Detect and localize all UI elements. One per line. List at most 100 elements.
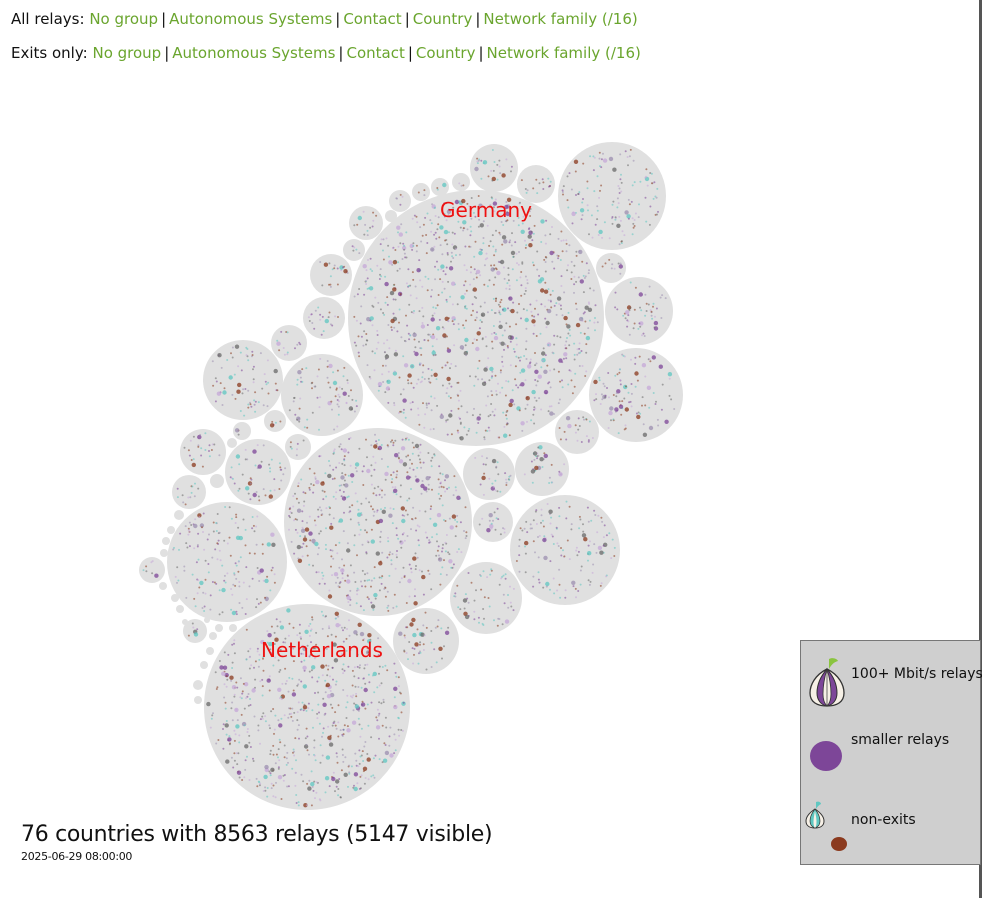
relay-dot — [358, 666, 361, 669]
relay-dot — [237, 526, 240, 529]
country-bubble[interactable] — [281, 354, 363, 436]
relay-dot — [390, 326, 393, 329]
exits-no-group-link[interactable]: No group — [92, 44, 162, 62]
country-bubble[interactable] — [182, 619, 188, 625]
country-bubble[interactable] — [167, 502, 287, 622]
relay-dot — [606, 387, 608, 389]
country-bubble[interactable] — [176, 605, 184, 613]
country-bubble[interactable] — [589, 348, 683, 442]
relay-dot — [443, 212, 446, 215]
country-bubble[interactable] — [167, 526, 175, 534]
relay-dot — [336, 755, 339, 758]
country-bubble[interactable] — [555, 410, 599, 454]
country-bubble[interactable] — [264, 410, 286, 432]
relay-dot — [315, 571, 318, 574]
country-bubble[interactable] — [204, 617, 210, 623]
country-bubble[interactable] — [172, 475, 206, 509]
country-bubble[interactable] — [349, 206, 383, 240]
country-bubble[interactable] — [463, 448, 515, 500]
country-bubble[interactable] — [206, 647, 214, 655]
country-bubble[interactable] — [174, 510, 184, 520]
country-bubble[interactable] — [470, 144, 518, 192]
country-bubble[interactable] — [180, 429, 226, 475]
relay-dot — [411, 617, 416, 623]
relay-dot — [531, 239, 534, 242]
relay-dot — [364, 223, 367, 226]
exits-network-family-link[interactable]: Network family (/16) — [486, 44, 641, 62]
country-bubble-chart[interactable]: Germany Netherlands — [0, 0, 800, 830]
relay-dot — [256, 785, 259, 788]
country-bubble[interactable] — [385, 210, 397, 222]
page-edge-scrollbar[interactable] — [979, 0, 982, 898]
relay-dot — [334, 724, 337, 727]
relay-dot — [393, 370, 396, 373]
relay-dot — [596, 218, 599, 221]
country-bubble[interactable] — [558, 142, 666, 250]
country-bubble[interactable] — [450, 562, 522, 634]
country-bubble[interactable] — [393, 608, 459, 674]
country-bubble[interactable] — [160, 549, 168, 557]
country-bubble[interactable] — [194, 696, 202, 704]
all-no-group-link[interactable]: No group — [89, 10, 159, 28]
relay-dot — [486, 430, 489, 432]
relay-dot — [252, 368, 254, 371]
relay-dot — [604, 262, 607, 265]
relay-dot — [501, 575, 504, 578]
country-bubble[interactable] — [229, 624, 237, 632]
relay-dot — [617, 185, 620, 187]
country-bubble[interactable] — [200, 661, 208, 669]
all-autonomous-systems-link[interactable]: Autonomous Systems — [169, 10, 333, 28]
country-bubble[interactable] — [233, 422, 251, 440]
country-bubble[interactable] — [227, 438, 237, 448]
relay-dot — [447, 551, 450, 554]
country-bubble[interactable] — [515, 442, 569, 496]
relay-dot — [239, 410, 242, 412]
relay-dot — [319, 396, 322, 399]
relay-dot — [490, 390, 493, 393]
all-network-family-link[interactable]: Network family (/16) — [483, 10, 638, 28]
country-bubble[interactable] — [510, 495, 620, 605]
exits-country-link[interactable]: Country — [415, 44, 476, 62]
country-bubble[interactable] — [171, 594, 179, 602]
exits-autonomous-systems-link[interactable]: Autonomous Systems — [172, 44, 336, 62]
country-bubble[interactable] — [162, 537, 170, 545]
country-bubble[interactable] — [310, 254, 352, 296]
relay-dot — [426, 242, 429, 244]
country-bubble[interactable] — [605, 277, 673, 345]
relay-dot — [388, 744, 391, 747]
relay-dot — [499, 391, 502, 394]
country-bubble[interactable] — [285, 434, 311, 460]
relay-dot — [446, 387, 449, 390]
relay-dot — [406, 513, 409, 516]
country-bubble[interactable] — [225, 439, 291, 505]
country-bubble[interactable] — [215, 624, 223, 632]
exits-contact-link[interactable]: Contact — [346, 44, 405, 62]
all-country-link[interactable]: Country — [412, 10, 473, 28]
country-bubble[interactable] — [193, 680, 203, 690]
country-bubble[interactable] — [203, 340, 283, 420]
country-bubble[interactable] — [452, 173, 470, 191]
country-bubble[interactable] — [209, 632, 217, 640]
relay-dot — [550, 405, 553, 408]
relay-dot — [296, 343, 299, 346]
country-bubble[interactable] — [210, 474, 224, 488]
country-bubble[interactable] — [389, 190, 411, 212]
relay-dot — [502, 365, 504, 368]
country-bubble[interactable] — [139, 557, 165, 583]
country-bubble[interactable] — [159, 582, 167, 590]
country-bubble[interactable] — [412, 183, 430, 201]
relay-dot — [292, 400, 295, 403]
relay-dot — [367, 673, 370, 676]
relay-dot — [329, 386, 332, 389]
relay-dot — [508, 402, 513, 408]
relay-dot — [353, 666, 356, 669]
relay-dot — [401, 729, 404, 732]
country-bubble[interactable] — [271, 325, 307, 361]
relay-dot — [379, 536, 382, 539]
relay-dot — [477, 422, 480, 424]
timestamp: 2025-06-29 08:00:00 — [21, 850, 133, 863]
country-bubble[interactable] — [431, 178, 449, 196]
relay-dot — [433, 648, 436, 651]
all-contact-link[interactable]: Contact — [343, 10, 402, 28]
country-bubble[interactable] — [473, 502, 513, 542]
